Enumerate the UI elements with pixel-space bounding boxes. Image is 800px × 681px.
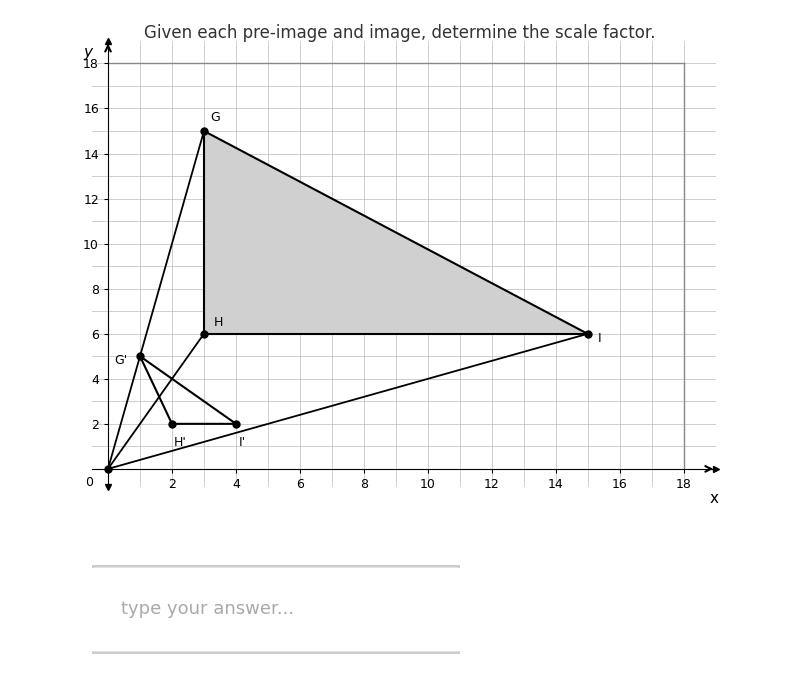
Text: Given each pre-image and image, determine the scale factor.: Given each pre-image and image, determin… [144,24,656,42]
Text: G': G' [114,354,128,367]
Text: G: G [210,111,220,124]
Text: H': H' [174,437,186,449]
Text: y: y [83,46,92,61]
Polygon shape [204,131,588,334]
Text: I': I' [239,437,246,449]
Text: x: x [710,492,718,507]
Text: type your answer...: type your answer... [122,601,294,618]
Text: 0: 0 [85,476,93,489]
Text: H: H [214,316,223,329]
Text: I: I [598,332,602,345]
FancyBboxPatch shape [85,566,467,653]
